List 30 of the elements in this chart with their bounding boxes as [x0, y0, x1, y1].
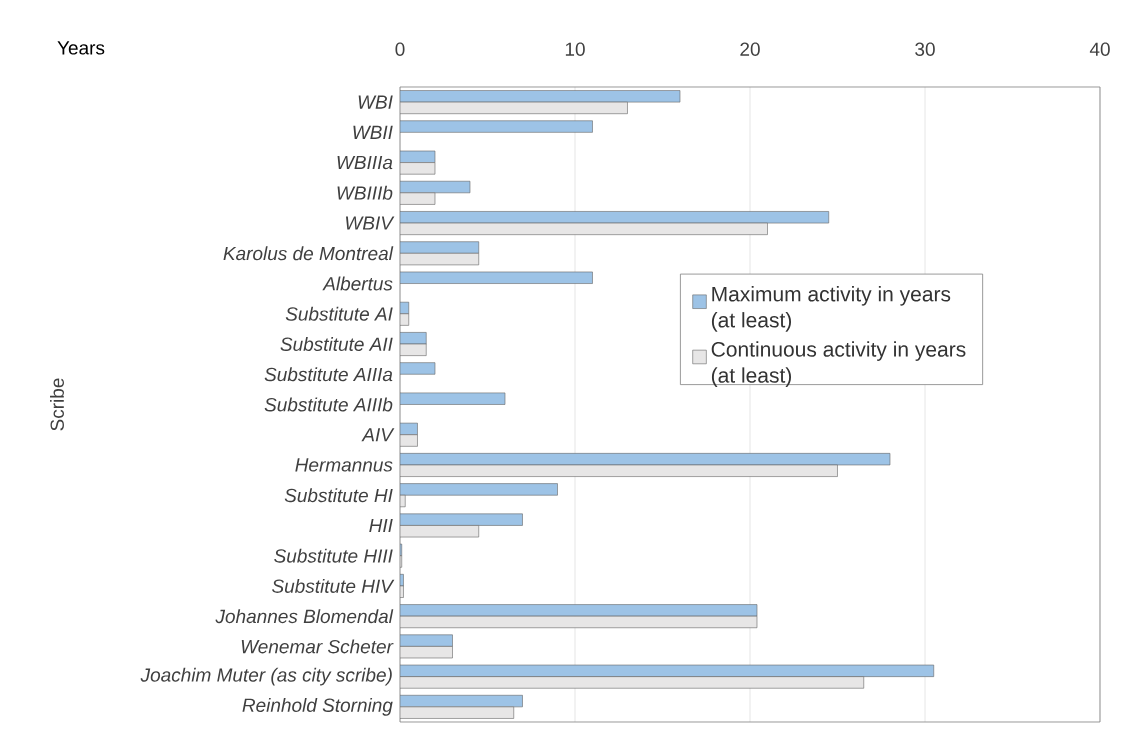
y-axis-title: Scribe	[50, 378, 64, 431]
y-tick-label: Substitute HIII	[274, 548, 393, 563]
y-tick-label: Substitute AII	[280, 337, 393, 351]
x-axis-title: Years	[57, 41, 105, 55]
legend-label: Continuous activity in years (at least)	[711, 341, 966, 387]
y-tick-label: WBIV	[346, 216, 395, 230]
y-tick-label: WBII	[353, 125, 393, 139]
y-tick-label: Substitute HI	[284, 488, 393, 503]
y-tick-label: Substitute AIIIb	[264, 397, 393, 412]
y-tick-label: WBIIIa	[337, 155, 393, 170]
y-tick-label: Joachim Muter (as city scribe)	[140, 667, 392, 686]
x-tick-label: 40	[1089, 42, 1110, 56]
y-tick-label: Wenemar Scheter	[241, 639, 394, 654]
y-tick-label: WBI	[358, 95, 393, 109]
x-tick-label: 10	[565, 42, 585, 56]
y-tick-label: Hermannus	[295, 458, 393, 472]
y-tick-label: Substitute AIIIa	[264, 367, 393, 382]
y-tick-label: WBIIIb	[337, 185, 393, 200]
legend-label: Maximum activity in years (at least)	[711, 286, 951, 332]
y-tick-label: Reinhold Storning	[242, 698, 393, 716]
y-tick-label: Substitute HIV	[272, 578, 395, 593]
x-tick-label: 30	[915, 42, 935, 56]
y-tick-label: HII	[369, 518, 393, 532]
y-tick-label: AIV	[361, 428, 395, 442]
y-tick-label: Johannes Blomendal	[215, 609, 394, 624]
x-tick-label: 20	[740, 42, 760, 56]
y-tick-label: Albertus	[322, 276, 393, 291]
y-tick-label: Karolus de Montreal	[223, 246, 394, 261]
y-tick-label: Substitute AI	[285, 306, 393, 321]
x-tick-label: 0	[395, 42, 405, 56]
